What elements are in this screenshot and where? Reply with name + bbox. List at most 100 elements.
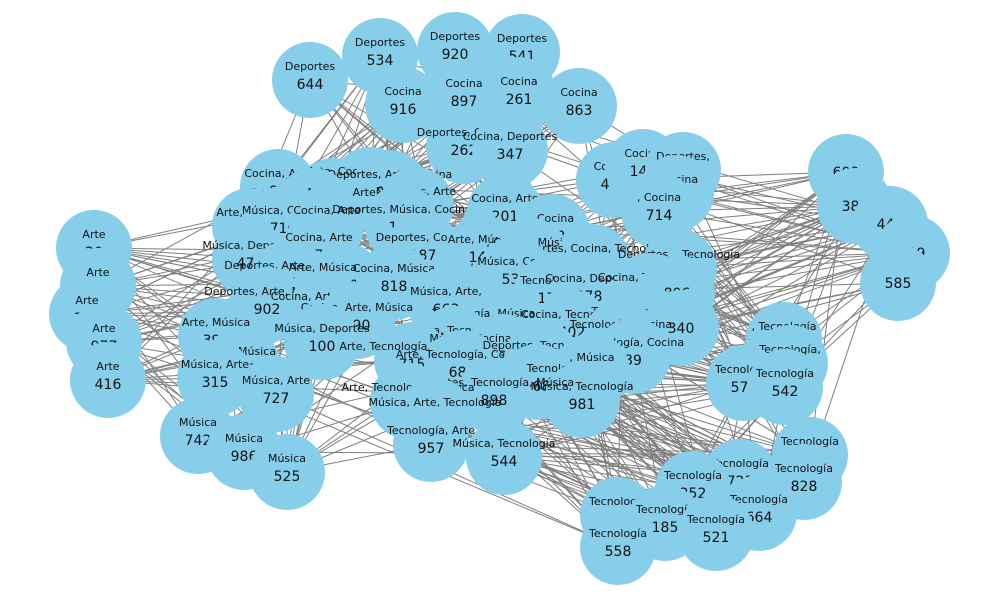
node-category-label: Cocina, Deportes — [463, 130, 558, 143]
node-category-label: Cocina — [445, 77, 482, 90]
node-category-label: , Música — [569, 351, 614, 364]
node-circle[interactable] — [177, 340, 253, 416]
node-circle[interactable] — [238, 356, 314, 432]
node-category-label: Tecnología — [729, 493, 788, 506]
node-circle[interactable] — [365, 67, 441, 143]
node-category-label: Música, Deportes — [274, 322, 370, 335]
node-category-label: Música — [225, 432, 263, 445]
node-id-label: 916 — [390, 102, 417, 118]
node-id-label: 261 — [506, 92, 533, 108]
node-category-label: Arte — [92, 322, 115, 335]
node-category-label: Tecnología — [755, 367, 814, 380]
node-category-label: Arte, Tecnología, Cocina — [396, 348, 528, 361]
edge-577-544 — [503, 382, 745, 458]
node-id-label: 416 — [95, 377, 122, 393]
node-category-label: Tecnología — [710, 457, 769, 470]
node-id-label: 981 — [569, 397, 596, 413]
node-542[interactable]: Tecnología 542 — [747, 349, 823, 425]
node-id-label: 585 — [885, 276, 912, 292]
node-category-label: Tecnología — [780, 435, 839, 448]
node-544[interactable]: Música, Tecnología 544 — [453, 419, 556, 495]
node-circle[interactable] — [284, 304, 360, 380]
node-585[interactable]: 585 — [860, 245, 936, 321]
node-circle[interactable] — [580, 509, 656, 585]
node-916[interactable]: Cocina 916 — [365, 67, 441, 143]
node-id-label: 863 — [566, 103, 593, 119]
node-circle[interactable] — [541, 68, 617, 144]
node-id-label: 534 — [367, 53, 394, 69]
node-category-label: Cocina — [560, 86, 597, 99]
node-category-label: Música, Arte — [181, 358, 249, 371]
node-category-label: Música, Tecnología — [453, 437, 556, 450]
node-id-label: 340 — [668, 321, 695, 337]
node-category-label: Deportes — [497, 32, 548, 45]
node-circle[interactable] — [860, 245, 936, 321]
node-category-label: Tecnología — [663, 469, 722, 482]
node-981[interactable]: Música, Tecnología 981 — [531, 362, 634, 438]
node-id-label: 714 — [646, 208, 673, 224]
node-category-label: Deportes — [355, 36, 406, 49]
node-525[interactable]: Música 525 — [249, 434, 325, 510]
node-id-label: 315 — [202, 375, 229, 391]
node-id-label: 902 — [254, 302, 281, 318]
node-id-label: 521 — [703, 530, 730, 546]
node-644[interactable]: Deportes 644 — [272, 42, 348, 118]
node-category-label: Tecnología — [588, 527, 647, 540]
node-circle[interactable] — [621, 173, 697, 249]
node-863[interactable]: Cocina 863 — [541, 68, 617, 144]
node-id-label: 558 — [605, 544, 632, 560]
node-id-label: 347 — [497, 147, 524, 163]
node-id-label: 818 — [381, 279, 408, 295]
node-521[interactable]: Tecnología 521 — [678, 495, 754, 571]
node-circle[interactable] — [544, 362, 620, 438]
node-category-label: Cocina, Arte — [285, 231, 353, 244]
node-category-label: Tecnología — [635, 503, 694, 516]
node-id-label: 644 — [297, 77, 324, 93]
node-category-label: Arte — [96, 360, 119, 373]
node-category-label: Tecnología — [686, 513, 745, 526]
node-circle[interactable] — [678, 495, 754, 571]
node-id-label: 100 — [309, 339, 336, 355]
node-100[interactable]: Música, Deportes 100 — [274, 304, 370, 380]
node-id-label: 897 — [451, 94, 478, 110]
node-id-label: 525 — [274, 469, 301, 485]
node-957[interactable]: Tecnología, Arte 957 — [386, 406, 475, 482]
node-category-label: , Cocina — [637, 191, 681, 204]
node-category-label: Deportes — [285, 60, 336, 73]
node-id-label: 920 — [442, 47, 469, 63]
node-727[interactable]: Música, Arte 727 — [238, 356, 314, 432]
node-id-label: 542 — [772, 384, 799, 400]
node-category-label: Deportes, Cocina, Tecnología — [513, 242, 672, 255]
node-circle[interactable] — [466, 419, 542, 495]
node-category-label: Cocina — [500, 75, 537, 88]
node-category-label: Arte — [86, 266, 109, 279]
node-id-label: 262 — [451, 143, 478, 159]
node-category-label: Deportes, Música, Cocina — [332, 203, 472, 216]
node-layer: Deportes 644 Deportes 534 Deportes 920 Deporte… — [49, 12, 950, 585]
node-category-label: Arte — [82, 228, 105, 241]
node-circle[interactable] — [272, 42, 348, 118]
node-id-label: 544 — [491, 454, 518, 470]
node-category-label: Deportes — [430, 30, 481, 43]
node-id-label: 727 — [263, 391, 290, 407]
node-714[interactable]: , Cocina 714 — [621, 173, 697, 249]
node-category-label: Tecnología — [774, 462, 833, 475]
node-circle[interactable] — [456, 358, 532, 434]
node-id-label: 828 — [791, 479, 818, 495]
node-315[interactable]: Música, Arte 315 — [177, 340, 253, 416]
node-category-label: Arte, Música — [182, 316, 250, 329]
node-circle[interactable] — [249, 434, 325, 510]
node-416[interactable]: Arte 416 — [70, 342, 146, 418]
node-category-label: Cocina, Arte — [293, 204, 361, 217]
node-id-label: 957 — [418, 441, 445, 457]
node-circle[interactable] — [393, 406, 469, 482]
node-category-label: Música — [179, 416, 217, 429]
node-id-label: 185 — [652, 520, 679, 536]
node-circle[interactable] — [70, 342, 146, 418]
node-category-label: Música — [268, 452, 306, 465]
node-circle[interactable] — [472, 112, 548, 188]
node-558[interactable]: Tecnología 558 — [580, 509, 656, 585]
node-347[interactable]: Cocina, Deportes 347 — [463, 112, 558, 188]
node-circle[interactable] — [747, 349, 823, 425]
